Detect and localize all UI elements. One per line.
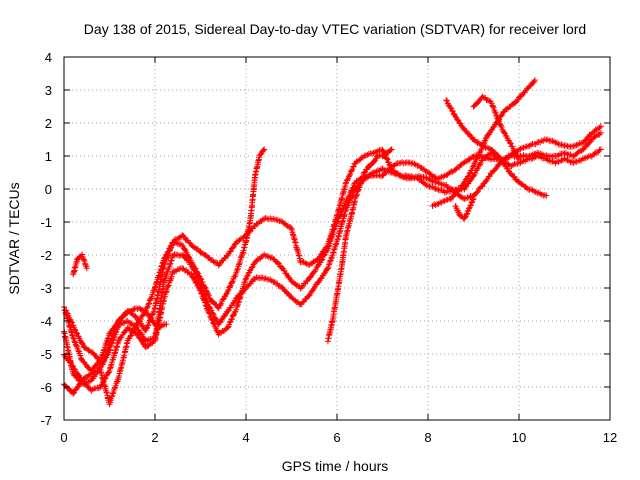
series-track-10 [452,195,477,222]
y-tick-label: 4 [45,50,52,65]
y-tick-label: -6 [40,380,52,395]
series-markers [452,195,477,222]
x-tick-label: 6 [333,430,340,445]
y-tick-label: 1 [45,149,52,164]
y-tick-label: -5 [40,347,52,362]
series-markers [63,305,170,368]
series-markers [470,93,522,163]
x-tick-label: 2 [151,430,158,445]
x-tick-label: 10 [512,430,526,445]
series-track-6 [70,251,90,278]
x-tick-label: 4 [242,430,249,445]
series-markers [324,146,395,345]
y-tick-label: -2 [40,248,52,263]
chart-title: Day 138 of 2015, Sidereal Day-to-day VTE… [84,21,586,37]
x-axis-label: GPS time / hours [282,458,389,474]
y-tick-label: 3 [45,83,52,98]
series-track-11 [470,93,522,163]
y-tick-label: -4 [40,314,52,329]
series-track-5 [61,146,268,408]
y-tick-label: 0 [45,182,52,197]
series-track-7 [324,146,395,345]
y-tick-label: -1 [40,215,52,230]
x-tick-label: 0 [60,430,67,445]
y-tick-label: -7 [40,413,52,428]
y-tick-label: -3 [40,281,52,296]
series-markers [443,97,550,199]
grid-lines [64,57,610,420]
x-tick-label: 8 [424,430,431,445]
x-tick-label: 12 [603,430,617,445]
data-series [61,77,604,408]
series-markers [70,251,90,278]
series-track-3 [61,123,604,394]
series-track-4 [63,305,170,368]
series-track-9 [443,97,550,199]
y-axis-label: SDTVAR / TECUs [6,182,22,294]
y-tick-label: 2 [45,116,52,131]
